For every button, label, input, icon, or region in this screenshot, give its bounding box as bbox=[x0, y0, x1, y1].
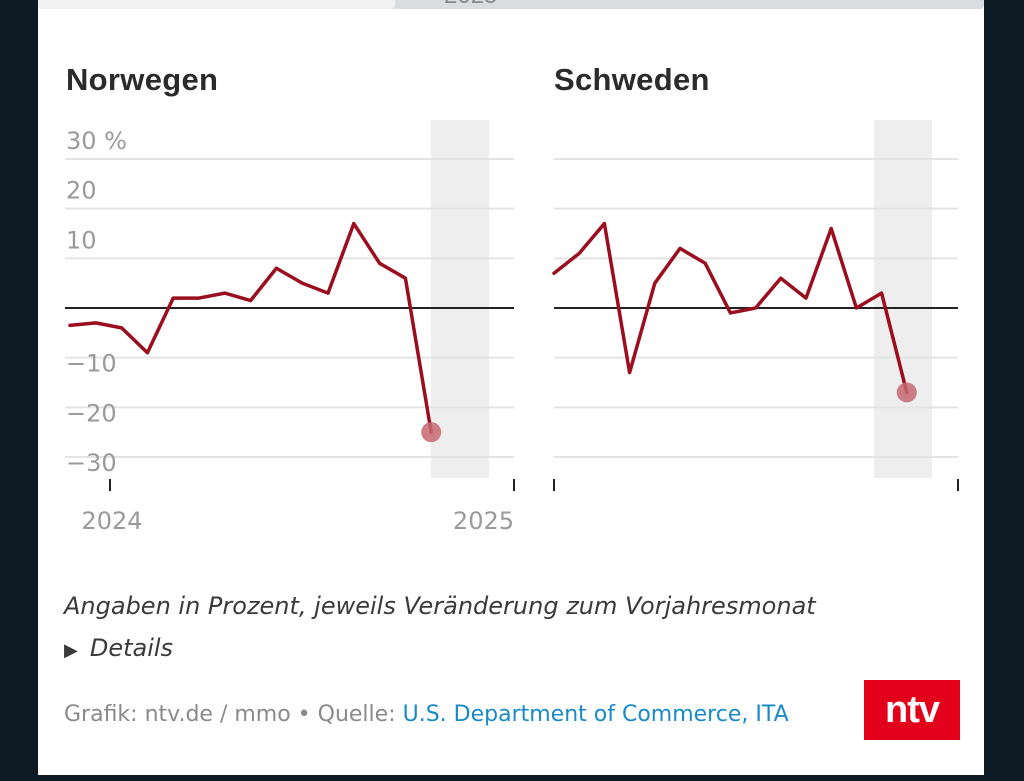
data-point-norwegen bbox=[223, 291, 227, 295]
data-point-schweden bbox=[880, 291, 884, 295]
x-tick-label-norwegen: 2024 bbox=[81, 507, 142, 535]
last-point-marker-schweden bbox=[896, 382, 917, 403]
data-point-norwegen bbox=[120, 326, 124, 330]
data-point-schweden bbox=[552, 271, 556, 275]
data-point-schweden bbox=[854, 306, 858, 310]
data-point-schweden bbox=[728, 311, 732, 315]
y-tick-label-norwegen: 30 % bbox=[66, 127, 127, 155]
data-point-norwegen bbox=[68, 323, 72, 327]
scroll-bar[interactable] bbox=[38, 0, 984, 9]
data-point-norwegen bbox=[94, 321, 98, 325]
data-point-norwegen bbox=[249, 299, 253, 303]
data-point-norwegen bbox=[352, 222, 356, 226]
ntv-logo: ntv bbox=[864, 680, 960, 740]
y-tick-label-norwegen: 10 bbox=[66, 226, 97, 254]
charts-svg: 30 % 20 10 −10 −20 −30 2024 2025 bbox=[65, 120, 959, 535]
data-point-schweden bbox=[703, 261, 707, 265]
y-tick-label-norwegen: 20 bbox=[66, 177, 97, 205]
data-point-norwegen bbox=[197, 296, 201, 300]
series-line-norwegen bbox=[68, 221, 433, 434]
chart-caption: Angaben in Prozent, jeweils Veränderung … bbox=[64, 592, 816, 620]
data-point-schweden bbox=[754, 306, 758, 310]
triangle-right-icon: ▶ bbox=[64, 640, 78, 661]
data-point-norwegen bbox=[403, 276, 407, 280]
clipped-year-label: 2025 bbox=[444, 0, 497, 10]
y-tick-label-norwegen: −20 bbox=[66, 399, 117, 427]
data-point-schweden bbox=[577, 251, 581, 255]
source-prefix: Grafik: ntv.de / mmo • Quelle: bbox=[64, 702, 403, 727]
details-label: Details bbox=[89, 634, 174, 662]
data-point-schweden bbox=[602, 222, 606, 226]
data-point-schweden bbox=[779, 276, 783, 280]
last-point-marker-norwegen bbox=[421, 422, 442, 443]
data-point-schweden bbox=[653, 281, 657, 285]
data-point-schweden bbox=[804, 296, 808, 300]
data-point-norwegen bbox=[274, 266, 278, 270]
data-point-schweden bbox=[678, 246, 682, 250]
details-toggle[interactable]: ▶ Details bbox=[64, 634, 173, 662]
data-point-norwegen bbox=[145, 351, 149, 355]
chart-title-norwegen: Norwegen bbox=[66, 62, 219, 97]
chart-title-schweden: Schweden bbox=[554, 62, 710, 97]
data-point-norwegen bbox=[171, 296, 175, 300]
highlight-band-norwegen bbox=[431, 120, 489, 478]
source-link[interactable]: U.S. Department of Commerce, ITA bbox=[402, 702, 789, 727]
y-tick-label-norwegen: −10 bbox=[66, 350, 117, 378]
x-tick-label-norwegen: 2025 bbox=[453, 507, 514, 535]
scroll-thumb[interactable] bbox=[38, 0, 395, 9]
source-line: Grafik: ntv.de / mmo • Quelle: U.S. Depa… bbox=[64, 702, 789, 727]
data-point-norwegen bbox=[326, 291, 330, 295]
data-point-norwegen bbox=[300, 281, 304, 285]
y-tick-label-norwegen: −30 bbox=[66, 449, 117, 477]
data-point-norwegen bbox=[378, 261, 382, 265]
data-point-schweden bbox=[628, 371, 632, 375]
chart-card: 2025 Norwegen Schweden 30 % 20 10 −10 −20 −30… bbox=[38, 0, 984, 775]
data-point-schweden bbox=[829, 227, 833, 231]
